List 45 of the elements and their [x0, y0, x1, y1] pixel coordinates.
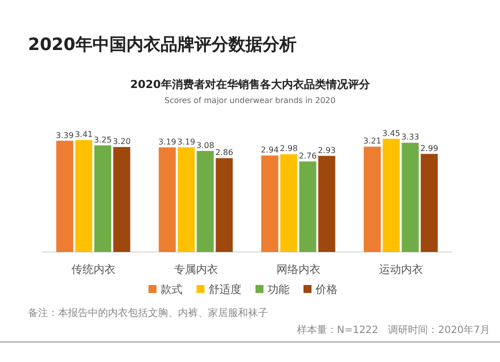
- bar: [196, 150, 214, 252]
- data-label: 2.86: [215, 148, 234, 158]
- bar: [402, 142, 419, 252]
- data-label: 3.39: [56, 130, 74, 140]
- data-label: 3.21: [363, 136, 382, 146]
- data-label: 3.19: [177, 137, 196, 146]
- bar: [94, 145, 112, 252]
- bar: [364, 146, 381, 252]
- data-label: 3.41: [74, 130, 93, 140]
- data-label: 2.98: [280, 144, 298, 154]
- data-label: 3.25: [94, 135, 112, 144]
- bar: [280, 154, 298, 252]
- chart-subtitle: 2020年消费者对在华销售各大内衣品类情况评分: [130, 78, 371, 91]
- x-tick-label: 传统内衣: [71, 263, 116, 276]
- bar: [178, 147, 195, 252]
- data-label: 3.20: [112, 136, 131, 146]
- data-label: 3.08: [196, 140, 214, 150]
- bar: [216, 158, 233, 252]
- x-tick-label: 网络内衣: [276, 263, 320, 276]
- bar: [158, 147, 176, 252]
- bar: [420, 154, 438, 252]
- text: 备注：本报告中的内衣包括文胸、内裤、家居服和袜子: [28, 307, 268, 319]
- data-label: 3.45: [382, 128, 400, 138]
- data-label: 3.33: [401, 132, 420, 142]
- data-label: 2.99: [420, 144, 438, 153]
- data-label: 3.19: [158, 137, 176, 146]
- x-axis-title: Scores of major underwear brands in 2020: [164, 96, 336, 105]
- data-label: 2.76: [298, 151, 317, 160]
- legend-label: 款式: [160, 283, 182, 296]
- legend-label: 舒适度: [208, 283, 242, 296]
- x-tick-label: 专属内衣: [174, 263, 218, 276]
- bar: [318, 156, 336, 252]
- data-label: 2.93: [318, 146, 336, 155]
- data-label: 2.94: [260, 146, 279, 155]
- x-tick-label: 运动内衣: [378, 263, 423, 276]
- bar: [382, 138, 400, 252]
- legend-label: 价格: [314, 283, 338, 296]
- bar: [56, 140, 74, 252]
- bar: [261, 156, 278, 252]
- text: 样本量：N=1222 调研时间：2020年7月: [296, 324, 490, 336]
- bar: [113, 146, 130, 252]
- bar: [75, 140, 92, 252]
- chart-title: 2020年中国内衣品牌评分数据分析: [28, 35, 296, 55]
- legend-label: 功能: [268, 283, 290, 296]
- bar: [299, 161, 316, 252]
